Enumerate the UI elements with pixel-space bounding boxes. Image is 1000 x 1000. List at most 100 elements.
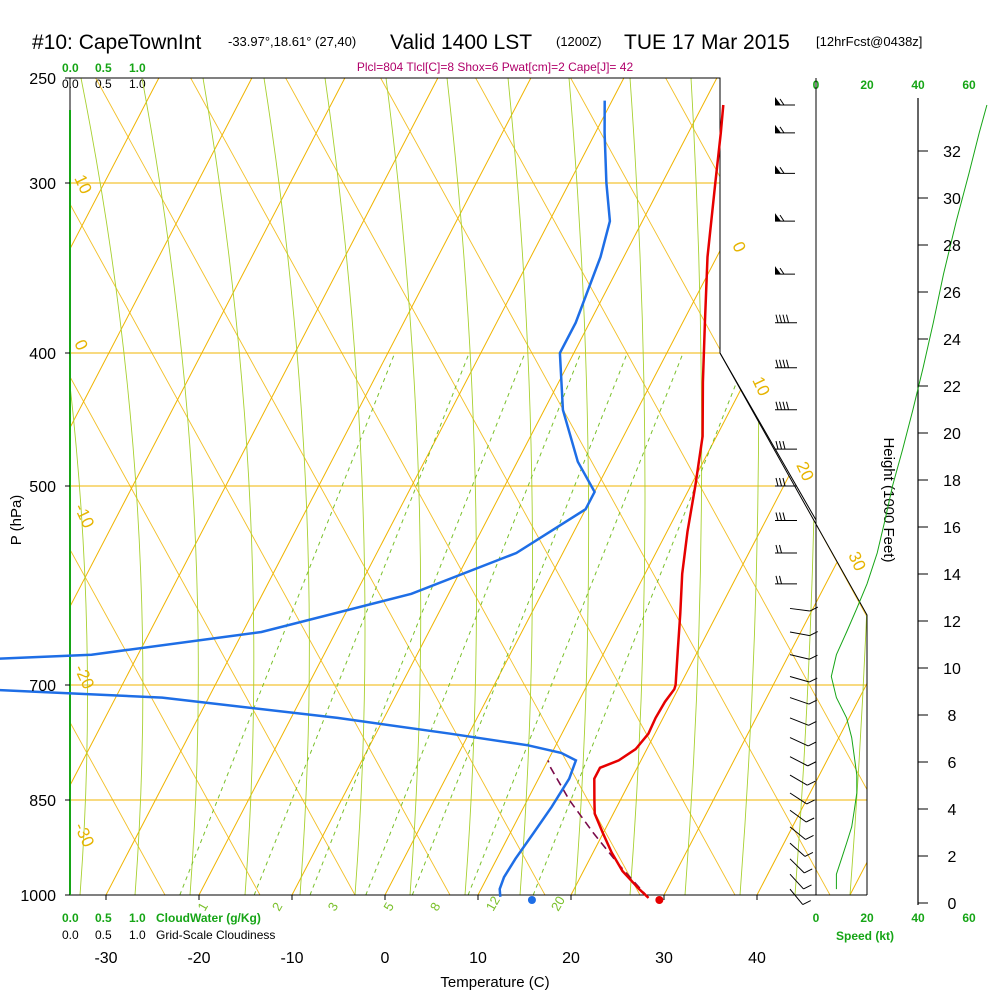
wind-barb-flag xyxy=(782,359,786,368)
cloudiness-bottom-2: 1.0 xyxy=(129,928,146,942)
wind-barb xyxy=(789,717,817,726)
speed-bottom-tick-2: 40 xyxy=(911,911,925,925)
wind-barb-flag xyxy=(779,314,782,323)
wind-barb-flag xyxy=(779,359,782,368)
mixing-ratio-line xyxy=(253,352,470,895)
moist-adiabat-line xyxy=(507,78,533,895)
wind-barb-shaft xyxy=(789,737,809,747)
moist-adiabat-line xyxy=(385,78,422,895)
isotherm-label: 10 xyxy=(70,172,95,197)
wind-barb-flag xyxy=(804,851,814,857)
pressure-tick-label: 500 xyxy=(29,479,56,496)
valid-time: Valid 1400 LST xyxy=(390,31,532,54)
dry-adiabat-line xyxy=(855,78,867,895)
wind-barb xyxy=(789,774,816,786)
wind-barb-flag xyxy=(775,512,779,521)
height-tick-label: 24 xyxy=(943,332,961,349)
chart-header: #10: CapeTownInt -33.97°,18.61° (27,40) … xyxy=(32,31,922,74)
height-tick-label: 30 xyxy=(943,191,961,208)
isotherm-line xyxy=(849,78,867,895)
wind-barb-shaft xyxy=(789,858,805,874)
wind-barb-flag xyxy=(809,606,819,612)
isotherm-label: 0 xyxy=(728,239,749,256)
moist-adiabat-line xyxy=(80,78,144,895)
wind-barb xyxy=(789,737,817,747)
wind-barb-flag xyxy=(779,477,782,487)
clipped-grid xyxy=(70,78,867,895)
wind-barb-flag xyxy=(782,440,786,450)
parcel-trace-line xyxy=(547,760,650,899)
height-tick-label: 12 xyxy=(943,614,961,631)
x-tick-label: 30 xyxy=(655,950,673,967)
wind-barb-shaft xyxy=(789,631,810,637)
mixing-ratio-line xyxy=(309,352,526,895)
mixing-ratio-label: 8 xyxy=(427,900,444,914)
speed-scale: 0 20 40 60 0 20 40 60 Speed (kt) xyxy=(813,78,976,943)
pressure-tick-label: 850 xyxy=(29,793,56,810)
mixing-ratio-line xyxy=(532,352,749,895)
wind-barb xyxy=(789,654,818,660)
wind-layer xyxy=(775,97,988,905)
pressure-tick-label: 700 xyxy=(29,678,56,695)
x-axis-title: Temperature (C) xyxy=(440,974,549,991)
wind-barb xyxy=(775,97,795,106)
wind-barb-flag xyxy=(779,575,782,585)
forecast-info: [12hrFcst@0438z] xyxy=(816,34,922,49)
cloud-scale-bottom: 0.0 0.5 1.0 CloudWater (g/Kg) 0.0 0.5 1.… xyxy=(62,911,275,942)
cloud-water-bottom-0: 0.0 xyxy=(62,911,79,925)
moist-adiabat-line xyxy=(629,78,646,895)
speed-top-tick-2: 40 xyxy=(911,78,925,92)
wind-barb-shaft xyxy=(789,792,808,805)
moist-adiabat-line xyxy=(202,78,255,895)
wind-barb-flag xyxy=(786,314,789,323)
wind-barb xyxy=(775,477,797,487)
mixing-ratio-label: 5 xyxy=(380,900,397,914)
height-tick-label: 0 xyxy=(948,896,957,913)
speed-label: Speed (kt) xyxy=(836,929,894,943)
isotherm-label: 30 xyxy=(844,549,869,574)
wind-barb-flag xyxy=(775,575,779,585)
x-tick-label: 0 xyxy=(381,950,390,967)
cloudiness-bottom-0: 0.0 xyxy=(62,928,79,942)
isotherm-line xyxy=(70,78,253,895)
wind-barb xyxy=(775,213,795,222)
wind-barb xyxy=(789,873,812,890)
wind-barb-flag xyxy=(782,512,786,521)
wind-barb xyxy=(775,266,795,275)
wind-barb-flag xyxy=(779,214,785,222)
wind-barb-shaft xyxy=(789,826,806,840)
wind-barb xyxy=(775,544,797,554)
wind-barb-flag xyxy=(775,477,779,487)
speed-bottom-tick-0: 0 xyxy=(813,911,820,925)
isotherm-line xyxy=(70,78,346,895)
height-tick-label: 2 xyxy=(948,849,957,866)
speed-top-tick-3: 60 xyxy=(962,78,976,92)
station-coords: -33.97°,18.61° (27,40) xyxy=(228,34,356,49)
height-tick-label: 18 xyxy=(943,473,961,490)
cloud-water-label: CloudWater (g/Kg) xyxy=(156,911,261,925)
cloud-water-top-2: 1.0 xyxy=(129,61,146,75)
wind-barb xyxy=(775,165,795,174)
moist-adiabat-line xyxy=(684,78,703,895)
x-tick-label: -30 xyxy=(94,950,117,967)
wind-barb-flag xyxy=(806,799,815,805)
height-tick-label: 16 xyxy=(943,520,961,537)
wind-barb-flag xyxy=(807,741,817,747)
station-title: #10: CapeTownInt xyxy=(32,31,201,54)
mixing-ratio-line xyxy=(365,352,582,895)
moist-adiabat-line xyxy=(263,78,310,895)
cloudiness-top-1: 0.5 xyxy=(95,77,112,91)
speed-bottom-tick-1: 20 xyxy=(860,911,874,925)
wind-barb xyxy=(789,826,814,840)
moist-adiabat-line xyxy=(568,78,590,895)
wind-barb-shaft xyxy=(789,842,806,857)
wind-barb-flag xyxy=(786,401,789,410)
wind-barb-flag xyxy=(809,631,818,637)
wind-barb-shaft xyxy=(789,873,804,890)
isotherm-label: -10 xyxy=(70,501,98,531)
speed-bottom-tick-3: 60 xyxy=(962,911,976,925)
pressure-tick-label: 1000 xyxy=(20,888,56,905)
wind-barb-flag xyxy=(808,699,818,705)
wind-barb-flag xyxy=(807,780,816,786)
